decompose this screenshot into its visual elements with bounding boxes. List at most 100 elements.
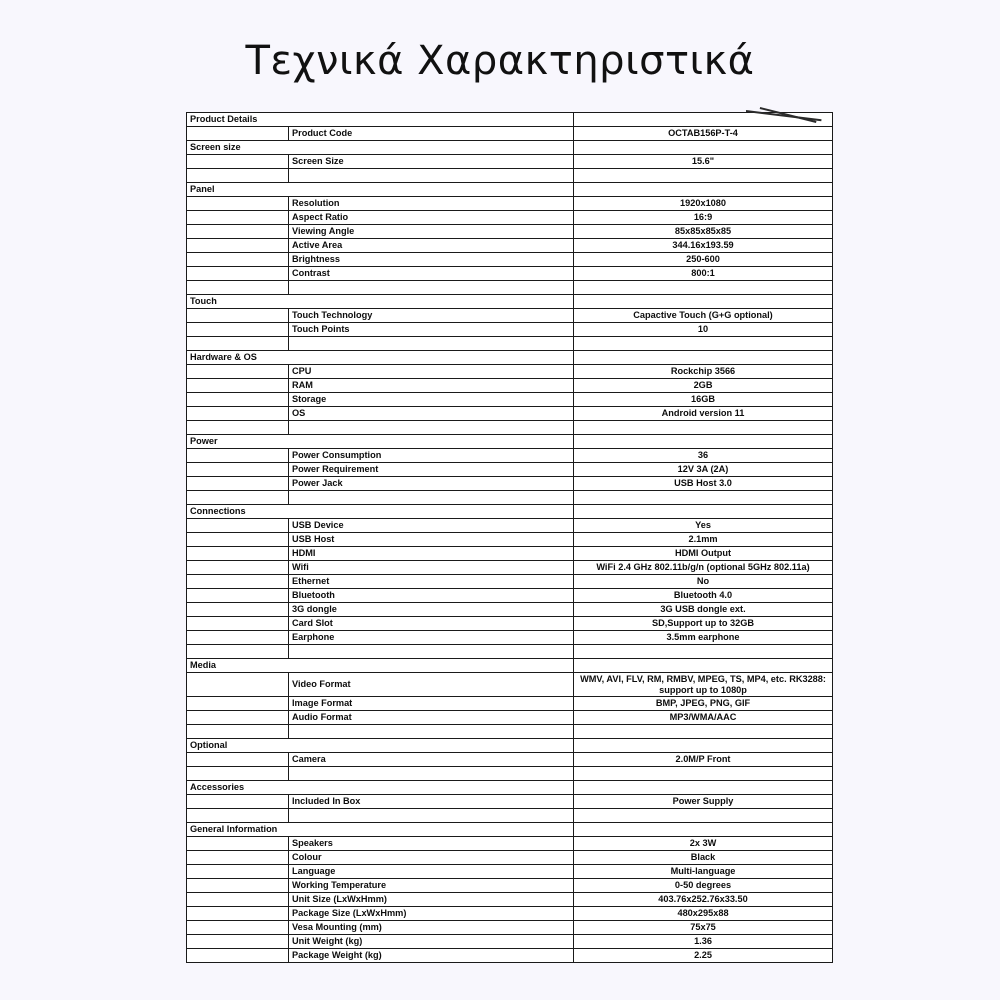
table-row: Touch Points 10 — [186, 322, 834, 337]
section-header-label: General Information — [185, 822, 575, 838]
spec-label: Wifi — [287, 560, 575, 575]
spacer-cell — [186, 168, 289, 183]
row-indent-cell — [186, 616, 289, 631]
spec-value: WMV, AVI, FLV, RM, RMBV, MPEG, TS, MP4, … — [573, 671, 834, 698]
spec-value: 15.6" — [573, 154, 834, 169]
row-indent-cell — [186, 850, 289, 866]
table-row: Colour Black — [186, 850, 834, 866]
spacer-cell — [287, 766, 575, 782]
table-row: Contrast 800:1 — [186, 266, 834, 281]
section-header-value — [573, 504, 834, 519]
table-row: CPU Rockchip 3566 — [186, 364, 834, 379]
spec-value: SD,Support up to 32GB — [573, 616, 834, 631]
spec-label: Bluetooth — [287, 588, 575, 603]
row-indent-cell — [186, 588, 289, 603]
section-header-value — [573, 738, 834, 754]
spacer-cell — [573, 644, 834, 659]
spec-label: Card Slot — [287, 616, 575, 631]
table-row: Package Weight (kg) 2.25 — [186, 948, 834, 964]
row-indent-cell — [186, 364, 289, 379]
table-row — [186, 766, 834, 782]
spec-value: Rockchip 3566 — [573, 364, 834, 379]
spec-label: Colour — [287, 850, 575, 866]
spacer-cell — [287, 168, 575, 183]
spec-value: 2.25 — [573, 948, 834, 964]
row-indent-cell — [186, 878, 289, 894]
spacer-cell — [186, 280, 289, 295]
row-indent-cell — [186, 602, 289, 617]
spacer-cell — [186, 420, 289, 435]
row-indent-cell — [186, 266, 289, 281]
table-row: USB Host 2.1mm — [186, 532, 834, 547]
spec-value: 2x 3W — [573, 836, 834, 852]
table-row: Connections — [185, 504, 834, 519]
table-row: Card Slot SD,Support up to 32GB — [186, 616, 834, 631]
spec-value: Power Supply — [573, 794, 834, 810]
spec-label: Audio Format — [287, 710, 575, 726]
spec-value: Black — [573, 850, 834, 866]
table-row: Image Format BMP, JPEG, PNG, GIF — [186, 696, 834, 712]
table-row — [186, 168, 834, 183]
row-indent-cell — [186, 532, 289, 547]
spec-label: Contrast — [287, 266, 575, 281]
section-header-value — [573, 112, 834, 127]
spacer-cell — [287, 280, 575, 295]
table-row: Wifi WiFi 2.4 GHz 802.11b/g/n (optional 5… — [186, 560, 834, 575]
row-indent-cell — [186, 196, 289, 211]
row-indent-cell — [186, 448, 289, 463]
spec-value: MP3/WMA/AAC — [573, 710, 834, 726]
row-indent-cell — [186, 126, 289, 141]
specifications-table-body: Product Details Product Code OCTAB156P-T-4… — [185, 112, 834, 964]
spec-value: Multi-language — [573, 864, 834, 880]
spec-label: Working Temperature — [287, 878, 575, 894]
spec-value: 250-600 — [573, 252, 834, 267]
row-indent-cell — [186, 252, 289, 267]
spec-value: 85x85x85x85 — [573, 224, 834, 239]
table-row: Ethernet No — [186, 574, 834, 589]
table-row: Power — [185, 434, 834, 449]
spec-label: CPU — [287, 364, 575, 379]
spec-label: Package Size (LxWxHmm) — [287, 906, 575, 922]
row-indent-cell — [186, 238, 289, 253]
row-indent-cell — [186, 518, 289, 533]
row-indent-cell — [186, 210, 289, 225]
spec-label: Aspect Ratio — [287, 210, 575, 225]
spacer-cell — [573, 766, 834, 782]
section-header-label: Media — [185, 658, 575, 673]
table-row: HDMI HDMI Output — [186, 546, 834, 561]
table-row: Storage 16GB — [186, 392, 834, 407]
spacer-cell — [186, 766, 289, 782]
table-row: Resolution 1920x1080 — [186, 196, 834, 211]
spec-value: 0-50 degrees — [573, 878, 834, 894]
spec-label: Power Consumption — [287, 448, 575, 463]
table-row: Touch Technology Capactive Touch (G+G opt… — [186, 308, 834, 323]
spec-label: USB Device — [287, 518, 575, 533]
row-indent-cell — [186, 948, 289, 964]
section-header-label: Power — [185, 434, 575, 449]
table-row — [186, 490, 834, 505]
table-row: 3G dongle 3G USB dongle ext. — [186, 602, 834, 617]
spec-value: 3.5mm earphone — [573, 630, 834, 645]
spec-value: BMP, JPEG, PNG, GIF — [573, 696, 834, 712]
specifications-table: Product Details Product Code OCTAB156P-T-4… — [185, 112, 834, 964]
spec-label: Power Jack — [287, 476, 575, 491]
row-indent-cell — [186, 696, 289, 712]
section-header-label: Optional — [185, 738, 575, 754]
row-indent-cell — [186, 836, 289, 852]
spacer-cell — [573, 280, 834, 295]
spacer-cell — [186, 336, 289, 351]
table-row: Media — [185, 658, 834, 673]
spec-label: USB Host — [287, 532, 575, 547]
spec-value: 12V 3A (2A) — [573, 462, 834, 477]
spec-label: Power Requirement — [287, 462, 575, 477]
row-indent-cell — [186, 476, 289, 491]
row-indent-cell — [186, 392, 289, 407]
section-header-value — [573, 434, 834, 449]
spacer-cell — [186, 808, 289, 824]
table-row: Unit Weight (kg) 1.36 — [186, 934, 834, 950]
table-row: Power Requirement 12V 3A (2A) — [186, 462, 834, 477]
spacer-cell — [186, 724, 289, 740]
table-row: Viewing Angle 85x85x85x85 — [186, 224, 834, 239]
table-row: Brightness 250-600 — [186, 252, 834, 267]
